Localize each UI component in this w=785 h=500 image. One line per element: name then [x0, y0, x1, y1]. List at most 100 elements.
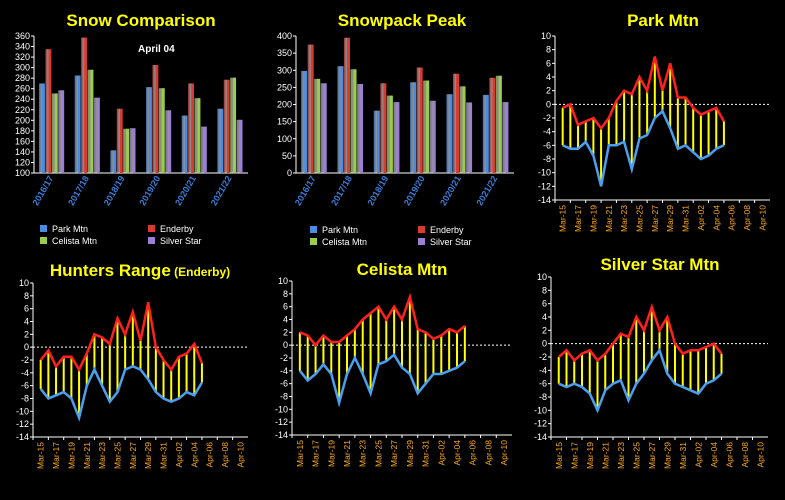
y-tick-label: 8: [283, 289, 288, 299]
y-tick-label: 360: [15, 31, 30, 41]
y-tick-label: 200: [277, 100, 292, 110]
y-tick-label: -12: [275, 417, 288, 427]
x-tick-label: Mar-25: [631, 442, 641, 469]
legend-swatch: [148, 225, 155, 232]
chart-annotation: April 04: [138, 44, 175, 55]
x-tick-label: 2020/21: [173, 174, 198, 207]
y-tick-label: 8: [24, 291, 29, 301]
y-tick-label: 300: [15, 63, 30, 73]
bar: [429, 100, 436, 173]
y-tick-label: -6: [21, 381, 29, 391]
x-tick-label: Apr-02: [174, 442, 184, 468]
y-tick-label: -4: [543, 127, 551, 137]
x-tick-label: Mar-17: [573, 205, 583, 232]
y-tick-label: -12: [16, 419, 29, 429]
x-tick-label: 2016/17: [30, 174, 55, 207]
bar: [145, 87, 152, 173]
legend-label: Park Mtn: [52, 224, 88, 234]
x-tick-label: Mar-21: [600, 442, 610, 469]
legend-swatch: [148, 237, 155, 244]
x-tick-label: Mar-15: [558, 205, 568, 232]
series-line-low: [558, 347, 723, 414]
chart-title: Silver Star Mtn: [600, 255, 719, 274]
x-tick-label: Mar-15: [36, 442, 46, 469]
y-tick-label: -14: [534, 432, 547, 442]
x-tick-label: Mar-21: [342, 440, 352, 467]
bar: [386, 95, 393, 173]
bar: [502, 102, 509, 173]
y-tick-label: 140: [15, 147, 30, 157]
chart-title-text: Silver Star Mtn: [600, 255, 719, 274]
y-tick-label: 10: [541, 31, 551, 41]
x-tick-label: Apr-06: [468, 440, 478, 466]
x-tick-label: 2021/22: [474, 174, 499, 207]
x-tick-label: 2016/17: [293, 174, 318, 207]
x-tick-label: Mar-19: [585, 442, 595, 469]
x-tick-label: Mar-31: [678, 442, 688, 469]
bar: [45, 49, 52, 173]
bar: [74, 75, 81, 173]
bar: [38, 83, 45, 173]
y-tick-label: -14: [538, 195, 551, 205]
y-tick-label: -6: [543, 140, 551, 150]
y-tick-label: 300: [277, 65, 292, 75]
y-tick-label: 6: [546, 58, 551, 68]
x-tick-label: Mar-27: [389, 440, 399, 467]
y-tick-label: 250: [277, 82, 292, 92]
bar: [236, 119, 243, 173]
y-tick-label: -12: [538, 181, 551, 191]
y-tick-label: -4: [280, 366, 288, 376]
y-tick-label: 260: [15, 84, 30, 94]
bar: [51, 93, 58, 173]
chart-title-text: Park Mtn: [627, 11, 699, 30]
y-tick-label: -14: [275, 430, 288, 440]
chart-title-text: Snow Comparison: [66, 11, 215, 30]
x-tick-label: Mar-21: [82, 442, 92, 469]
bar: [423, 80, 430, 173]
chart-title: Snowpack Peak: [338, 11, 467, 30]
y-tick-label: 100: [15, 168, 30, 178]
series-line-high: [557, 303, 723, 363]
x-tick-label: Apr-08: [220, 442, 230, 468]
legend-swatch: [310, 226, 317, 233]
x-tick-label: Mar-29: [662, 442, 672, 469]
bar: [380, 83, 387, 173]
x-tick-label: Mar-23: [358, 440, 368, 467]
chart-snow-comparison: Snow Comparison1001201401601802002202402…: [15, 11, 248, 246]
bar: [489, 77, 496, 173]
bar: [58, 90, 65, 173]
chart-title-text: Celista Mtn: [357, 260, 448, 279]
bar: [223, 79, 230, 173]
legend-swatch: [418, 238, 425, 245]
bar: [350, 69, 357, 173]
legend-swatch: [310, 238, 317, 245]
y-tick-label: -4: [21, 368, 29, 378]
x-tick-label: Mar-29: [665, 205, 675, 232]
x-tick-label: 2018/19: [102, 174, 127, 207]
y-tick-label: 0: [287, 168, 292, 178]
x-tick-label: Apr-06: [724, 442, 734, 468]
y-tick-label: 350: [277, 48, 292, 58]
legend-swatch: [40, 225, 47, 232]
y-tick-label: 180: [15, 126, 30, 136]
y-tick-label: 2: [546, 86, 551, 96]
x-tick-label: Mar-27: [650, 205, 660, 232]
bar: [81, 37, 87, 174]
x-tick-label: Apr-04: [709, 442, 719, 468]
y-tick-label: -8: [543, 154, 551, 164]
x-tick-label: 2017/18: [66, 174, 91, 207]
bar: [87, 69, 94, 173]
y-tick-label: 2: [542, 325, 547, 335]
bar: [188, 83, 194, 173]
legend-label: Park Mtn: [322, 225, 358, 235]
y-tick-label: -2: [21, 355, 29, 365]
y-tick-label: 160: [15, 136, 30, 146]
bar: [181, 115, 188, 173]
legend-label: Enderby: [430, 225, 464, 235]
y-tick-label: 400: [277, 31, 292, 41]
series-line-low: [39, 365, 203, 422]
x-tick-label: Mar-29: [143, 442, 153, 469]
x-tick-label: Mar-15: [554, 442, 564, 469]
x-tick-label: Mar-31: [421, 440, 431, 467]
